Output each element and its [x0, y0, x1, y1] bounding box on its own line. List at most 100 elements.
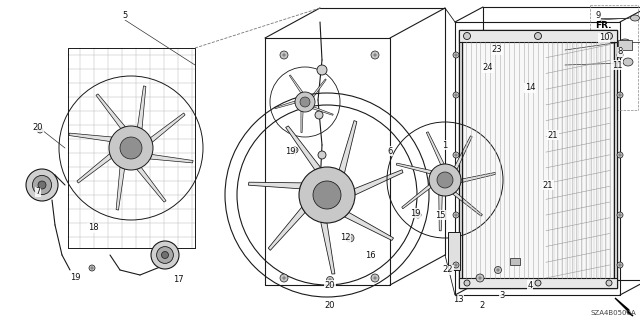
Polygon shape — [454, 136, 472, 169]
Circle shape — [437, 172, 453, 188]
Polygon shape — [439, 195, 442, 231]
Text: 20: 20 — [324, 300, 335, 309]
Circle shape — [317, 65, 327, 75]
Text: 23: 23 — [492, 45, 502, 54]
Text: 8: 8 — [618, 47, 623, 57]
Polygon shape — [275, 101, 295, 109]
Polygon shape — [321, 222, 335, 274]
Circle shape — [280, 274, 288, 282]
Circle shape — [453, 262, 459, 268]
Polygon shape — [116, 167, 125, 210]
Polygon shape — [268, 207, 305, 250]
Text: 18: 18 — [88, 223, 99, 233]
Circle shape — [295, 92, 315, 112]
Circle shape — [371, 51, 379, 59]
Circle shape — [157, 247, 173, 263]
Circle shape — [280, 51, 288, 59]
Polygon shape — [96, 94, 125, 129]
Ellipse shape — [630, 15, 639, 21]
Polygon shape — [396, 163, 432, 174]
Text: 15: 15 — [435, 211, 445, 220]
Circle shape — [463, 33, 470, 39]
Text: 1: 1 — [442, 140, 447, 149]
Bar — [459, 30, 617, 288]
Circle shape — [606, 280, 612, 286]
Polygon shape — [77, 154, 111, 183]
Bar — [448, 232, 460, 270]
Text: 6: 6 — [387, 147, 393, 156]
Circle shape — [429, 164, 461, 196]
Polygon shape — [150, 155, 193, 163]
Circle shape — [300, 97, 310, 107]
Polygon shape — [289, 75, 303, 93]
Polygon shape — [339, 121, 357, 173]
Circle shape — [605, 33, 612, 39]
Circle shape — [151, 241, 179, 269]
Circle shape — [326, 276, 333, 284]
Circle shape — [535, 280, 541, 286]
Circle shape — [38, 181, 46, 189]
Polygon shape — [452, 192, 483, 216]
Bar — [459, 278, 617, 288]
Circle shape — [453, 212, 459, 218]
Polygon shape — [312, 107, 333, 115]
Circle shape — [415, 212, 421, 218]
Polygon shape — [69, 133, 112, 141]
Text: 9: 9 — [595, 11, 600, 20]
Bar — [618, 40, 632, 50]
Circle shape — [292, 147, 298, 153]
Text: 21: 21 — [543, 180, 553, 189]
Circle shape — [453, 152, 459, 158]
Circle shape — [453, 52, 459, 58]
Polygon shape — [426, 132, 444, 164]
Text: 2: 2 — [479, 300, 484, 309]
Circle shape — [89, 265, 95, 271]
Circle shape — [313, 181, 341, 209]
Text: 12: 12 — [340, 234, 350, 243]
Text: 19: 19 — [285, 148, 295, 156]
Polygon shape — [461, 172, 496, 183]
Circle shape — [315, 111, 323, 119]
Text: 7: 7 — [35, 188, 41, 196]
Circle shape — [33, 175, 52, 195]
Polygon shape — [615, 298, 633, 316]
Text: SZA4B0500A: SZA4B0500A — [590, 310, 636, 316]
Circle shape — [617, 152, 623, 158]
Polygon shape — [150, 113, 185, 142]
Circle shape — [318, 151, 326, 159]
Circle shape — [464, 280, 470, 286]
Circle shape — [617, 92, 623, 98]
Text: 19: 19 — [70, 274, 80, 283]
Circle shape — [617, 52, 623, 58]
Polygon shape — [312, 79, 326, 97]
Text: 3: 3 — [499, 291, 505, 300]
Polygon shape — [301, 111, 303, 133]
Text: 19: 19 — [410, 209, 420, 218]
Text: 10: 10 — [599, 34, 609, 43]
Circle shape — [495, 267, 502, 274]
Circle shape — [476, 274, 484, 282]
Circle shape — [534, 33, 541, 39]
Text: 20: 20 — [33, 123, 44, 132]
Text: FR.: FR. — [595, 21, 611, 30]
Circle shape — [37, 127, 43, 133]
Circle shape — [161, 252, 168, 259]
Polygon shape — [285, 126, 321, 170]
Text: 21: 21 — [548, 131, 558, 140]
Circle shape — [617, 262, 623, 268]
Polygon shape — [248, 182, 302, 189]
Polygon shape — [138, 86, 146, 129]
Circle shape — [453, 92, 459, 98]
Text: 5: 5 — [122, 11, 127, 20]
Polygon shape — [402, 184, 431, 209]
Polygon shape — [355, 170, 403, 195]
Text: 24: 24 — [483, 63, 493, 73]
Bar — [510, 258, 520, 265]
Circle shape — [299, 167, 355, 223]
Text: 14: 14 — [525, 84, 535, 92]
Circle shape — [120, 137, 142, 159]
Text: 22: 22 — [443, 266, 453, 275]
Bar — [459, 30, 617, 42]
Text: 16: 16 — [365, 251, 375, 260]
Text: 11: 11 — [612, 60, 622, 69]
